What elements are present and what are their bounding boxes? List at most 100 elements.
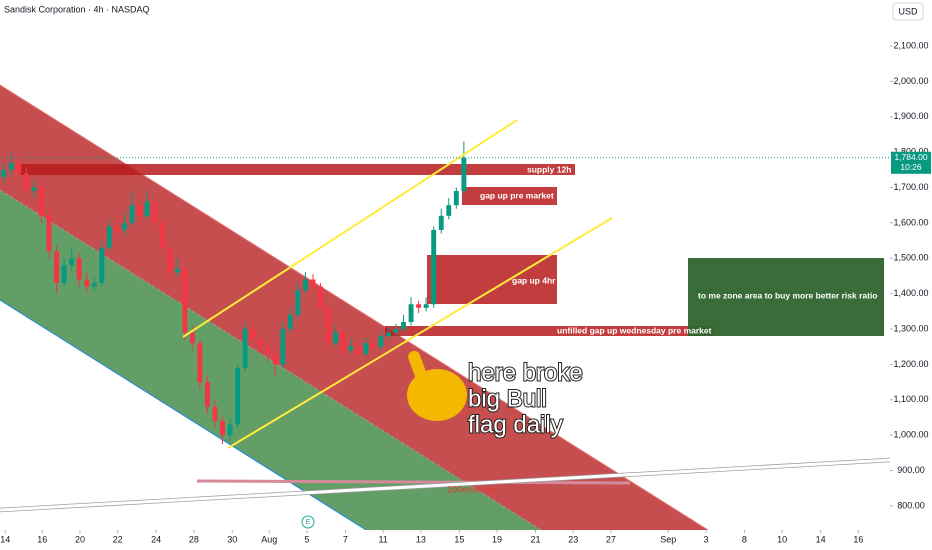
candle-body xyxy=(137,205,142,216)
candle-body xyxy=(242,329,248,368)
annotation: 200ema day xyxy=(447,484,497,494)
candle-body xyxy=(310,279,316,287)
supply-zone xyxy=(20,164,575,175)
candle-body xyxy=(91,283,97,287)
candle-body xyxy=(69,258,75,266)
flag-line xyxy=(227,217,613,449)
candle-body xyxy=(167,247,173,273)
y-tick-label: 800.00 xyxy=(897,500,925,510)
x-tick-label: 14 xyxy=(0,534,10,544)
y-tick-label: 1,100.00 xyxy=(893,394,928,404)
price-axis xyxy=(890,0,932,550)
candle-body xyxy=(197,343,203,383)
x-tick-label: Aug xyxy=(261,534,277,544)
candle-body xyxy=(340,332,346,351)
x-tick-label: 8 xyxy=(742,534,747,544)
candle-body xyxy=(39,187,44,216)
x-tick-label: 20 xyxy=(75,534,85,544)
x-tick-label: Sep xyxy=(660,534,676,544)
x-tick-label: 5 xyxy=(304,534,309,544)
candle-body xyxy=(280,329,286,365)
y-tick-label: 1,200.00 xyxy=(893,359,928,369)
x-tick-label: 30 xyxy=(227,534,237,544)
y-tick-label: 2,100.00 xyxy=(893,40,928,50)
candle-body xyxy=(363,343,369,354)
candle-body xyxy=(189,332,195,344)
candle-body xyxy=(220,421,225,436)
candles xyxy=(1,141,467,445)
candle-body xyxy=(423,304,429,308)
x-tick-label: 19 xyxy=(492,534,502,544)
annotation: gap up 4hr xyxy=(512,275,556,285)
channel-top xyxy=(0,84,709,531)
x-tick-label: 16 xyxy=(853,534,863,544)
candle-body xyxy=(370,343,376,347)
x-tick-label: 3 xyxy=(703,534,708,544)
candle-body xyxy=(265,346,271,354)
candle-body xyxy=(54,251,60,284)
channel-mid xyxy=(0,189,542,531)
axes: 800.00 900.00 1,000.00 1,100.00 1,200.00 1,30… xyxy=(0,40,931,544)
chart-title: Sandisk Corporation · 4h · NASDAQ xyxy=(4,4,150,14)
candle-body xyxy=(76,258,82,280)
x-tick-label: 11 xyxy=(378,534,387,544)
candle-body xyxy=(408,304,414,322)
candle-body xyxy=(431,229,437,305)
y-tick-label: 900.00 xyxy=(897,465,925,475)
y-tick-label: 1,900.00 xyxy=(893,111,928,121)
candle-body xyxy=(416,304,422,308)
hand-finger xyxy=(408,350,430,390)
y-tick-label: 1,600.00 xyxy=(893,217,928,227)
candle-body xyxy=(446,205,452,216)
gap-zone xyxy=(462,187,557,205)
candle-body xyxy=(129,205,135,223)
y-tick-label: 1,300.00 xyxy=(893,323,928,333)
x-tick-label: 28 xyxy=(189,534,199,544)
candle-body xyxy=(401,321,406,330)
candle-body xyxy=(114,226,120,230)
candle-body xyxy=(61,265,67,284)
x-tick-label: 22 xyxy=(113,534,123,544)
currency[interactable]: USD xyxy=(898,6,918,16)
currency-box[interactable] xyxy=(892,2,924,21)
candle-body xyxy=(99,247,105,284)
x-tick-label: 10 xyxy=(777,534,787,544)
time-axis xyxy=(0,530,932,550)
x-tick-label: 15 xyxy=(454,534,464,544)
candle-body xyxy=(250,329,256,340)
candle-body xyxy=(272,353,278,365)
last-price-label: 1,784.00 xyxy=(894,152,927,162)
candle-body xyxy=(257,339,263,347)
y-tick-label: 1,700.00 xyxy=(893,182,928,192)
candle-body xyxy=(378,336,384,347)
y-tick-label: 1,000.00 xyxy=(893,430,928,440)
annotation: supply 12h xyxy=(527,164,571,174)
earnings-marker xyxy=(301,515,315,529)
x-tick-label: 16 xyxy=(37,534,47,544)
candle-body xyxy=(8,162,14,170)
candle-body xyxy=(235,367,241,425)
y-tick-label: 2,000.00 xyxy=(893,76,928,86)
y-tick-label: 1,500.00 xyxy=(893,253,928,263)
candle-body xyxy=(23,173,29,192)
candle-body xyxy=(31,187,37,192)
y-tick-label: 1,400.00 xyxy=(893,288,928,298)
candle-body xyxy=(303,279,308,291)
earnings-label: E xyxy=(306,519,311,526)
x-tick-label: 27 xyxy=(606,534,616,544)
candle-body xyxy=(287,314,293,330)
y-tick-label: 1,800.00 xyxy=(893,147,928,157)
buy-zone xyxy=(688,258,884,336)
candle-body xyxy=(227,424,233,436)
gap-zone xyxy=(385,326,713,336)
candle-body xyxy=(121,222,127,230)
candle-body xyxy=(84,279,90,287)
candle-body xyxy=(182,268,188,333)
candle-body xyxy=(16,162,22,174)
trend-line xyxy=(0,458,891,512)
x-tick-label: 24 xyxy=(151,534,161,544)
candle-body xyxy=(46,215,52,252)
callout: flag daily xyxy=(468,411,563,438)
candle-body xyxy=(393,329,399,333)
